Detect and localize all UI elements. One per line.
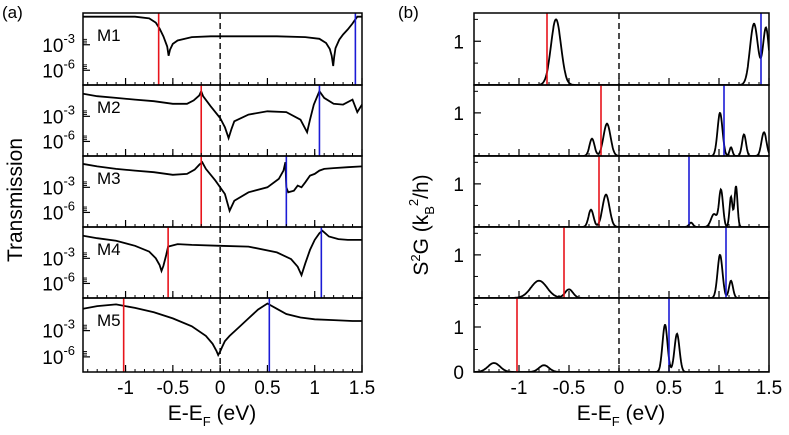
panel-a-frame-1	[82, 12, 363, 86]
panel-b-x-tick-label: 0.5	[656, 378, 682, 399]
panel-a-label-m4: M4	[97, 240, 121, 259]
panel-a-curve-m4	[83, 229, 362, 278]
panel-b-ylabel-mid: G (k	[410, 214, 433, 254]
panel-a-y-tick-exp: -6	[63, 56, 75, 71]
panel-b-y-tick-label: 1	[453, 104, 464, 125]
panel-a-x-tick-label: 1	[309, 378, 320, 399]
panel-a-y-tick-exp: -6	[63, 127, 75, 142]
panel-b-y-tick-label: 0	[453, 363, 464, 384]
panel-b-ylabel-end: /h)	[410, 174, 433, 199]
panel-b-x-tick-label: 1.5	[756, 378, 782, 399]
panel-a-y-tick-exp: -3	[63, 317, 75, 332]
panel-b-x-tick-label: -1	[511, 378, 528, 399]
panel-a-curve-m2	[83, 88, 362, 141]
panel-b-y-tick-label: 1	[453, 175, 464, 196]
panel-b-y-tick-label: 1	[453, 32, 464, 53]
panel-b-label: (b)	[398, 3, 419, 22]
panel-a-y-tick-exp: -6	[63, 269, 75, 284]
panel-a-xlabel-base: E-E	[168, 402, 203, 425]
panel-b-frame-1	[473, 12, 770, 86]
panel-a-y-tick-label: 10-6	[42, 56, 75, 82]
panel-a-ylabel: Transmission	[4, 138, 27, 262]
panel-b-x-tick-label: 1	[714, 378, 725, 399]
panel-a-label-m1: M1	[97, 26, 121, 45]
panel-b-x-tick-label: 0	[614, 378, 625, 399]
panel-a-y-tick-base: 10	[42, 348, 63, 369]
panel-b-curve-m5	[474, 324, 769, 372]
panel-b-y-tick-label: 1	[453, 318, 464, 339]
panel-a-y-tick-base: 10	[42, 132, 63, 153]
panel-a-y-tick-exp: -3	[63, 102, 75, 117]
panel-a-y-tick-exp: -3	[63, 31, 75, 46]
panel-a-x-tick-label: 0	[215, 378, 226, 399]
panel-a-y-tick-base: 10	[42, 274, 63, 295]
panel-b-x-tick-label: -0.5	[553, 378, 586, 399]
panel-a-y-tick-label: 10-3	[42, 31, 75, 57]
panel-b-y-tick-label: 1	[453, 246, 464, 267]
panel-a-curve-m5	[83, 302, 362, 358]
panel-a-y-tick-label: 10-6	[42, 343, 75, 369]
panel-b-xlabel-sub: F	[612, 414, 620, 429]
panel-a-y-tick-label: 10-6	[42, 198, 75, 224]
panel-a-y-tick-base: 10	[42, 61, 63, 82]
panel-b-curve-m1	[474, 18, 769, 85]
panel-a-y-tick-base: 10	[42, 107, 63, 128]
panel-a-y-tick-exp: -3	[63, 244, 75, 259]
panel-b-curve-m2	[474, 111, 769, 156]
panel-a-xlabel-unit: (eV)	[211, 402, 257, 425]
panel-b-ylabel: S2G (kB2/h)	[406, 174, 437, 275]
panel-a-frame-5	[82, 297, 363, 373]
panel-a-label-m5: M5	[97, 311, 121, 330]
panel-a-y-tick-label: 10-3	[42, 317, 75, 343]
panel-a-y-tick-base: 10	[42, 203, 63, 224]
plots-layer: 10-310-6M110-310-6M210-310-6M310-310-6M4…	[42, 12, 782, 399]
panel-a-curve-m3	[83, 160, 362, 214]
panel-a-y-tick-exp: -6	[63, 198, 75, 213]
panel-a-y-tick-exp: -3	[63, 173, 75, 188]
panel-b-xlabel-unit: (eV)	[620, 402, 666, 425]
panel-b-curve-m3	[474, 185, 769, 227]
panel-a-xlabel-sub: F	[203, 414, 211, 429]
panel-a-y-tick-label: 10-6	[42, 269, 75, 295]
panel-a-x-tick-label: -0.5	[156, 378, 189, 399]
panel-a-y-tick-label: 10-3	[42, 102, 75, 128]
panel-b-ylabel-base: S	[410, 262, 433, 276]
panel-a-label-m2: M2	[97, 98, 121, 117]
panel-b-ylabel-sup2: 2	[406, 199, 421, 206]
panel-b-xlabel-base: E-E	[577, 402, 612, 425]
panel-a-frame-4	[82, 226, 363, 299]
panel-a-y-tick-base: 10	[42, 322, 63, 343]
panel-a-y-tick-base: 10	[42, 249, 63, 270]
panel-b-curve-m4	[474, 253, 769, 298]
panel-a-y-tick-base: 10	[42, 178, 63, 199]
panel-a-x-tick-label: 1.5	[349, 378, 375, 399]
panel-b-ylabel-sup1: 2	[408, 254, 423, 261]
panel-a-label-m3: M3	[97, 169, 121, 188]
panel-a-curve-m1	[83, 15, 362, 67]
panel-a-label: (a)	[2, 3, 23, 22]
panel-b-ylabel-sub: B	[422, 206, 437, 215]
panel-a-y-tick-label: 10-6	[42, 127, 75, 153]
panel-a-x-tick-label: -1	[117, 378, 134, 399]
panel-b-xlabel: E-EF (eV)	[577, 402, 665, 429]
panel-a-x-tick-label: 0.5	[254, 378, 280, 399]
panel-a-y-tick-exp: -6	[63, 343, 75, 358]
panel-a-y-tick-base: 10	[42, 36, 63, 57]
panel-a-y-tick-label: 10-3	[42, 244, 75, 270]
panel-a-y-tick-label: 10-3	[42, 173, 75, 199]
panel-a-xlabel: E-EF (eV)	[168, 402, 256, 429]
panel-b-frame-5	[473, 297, 770, 373]
